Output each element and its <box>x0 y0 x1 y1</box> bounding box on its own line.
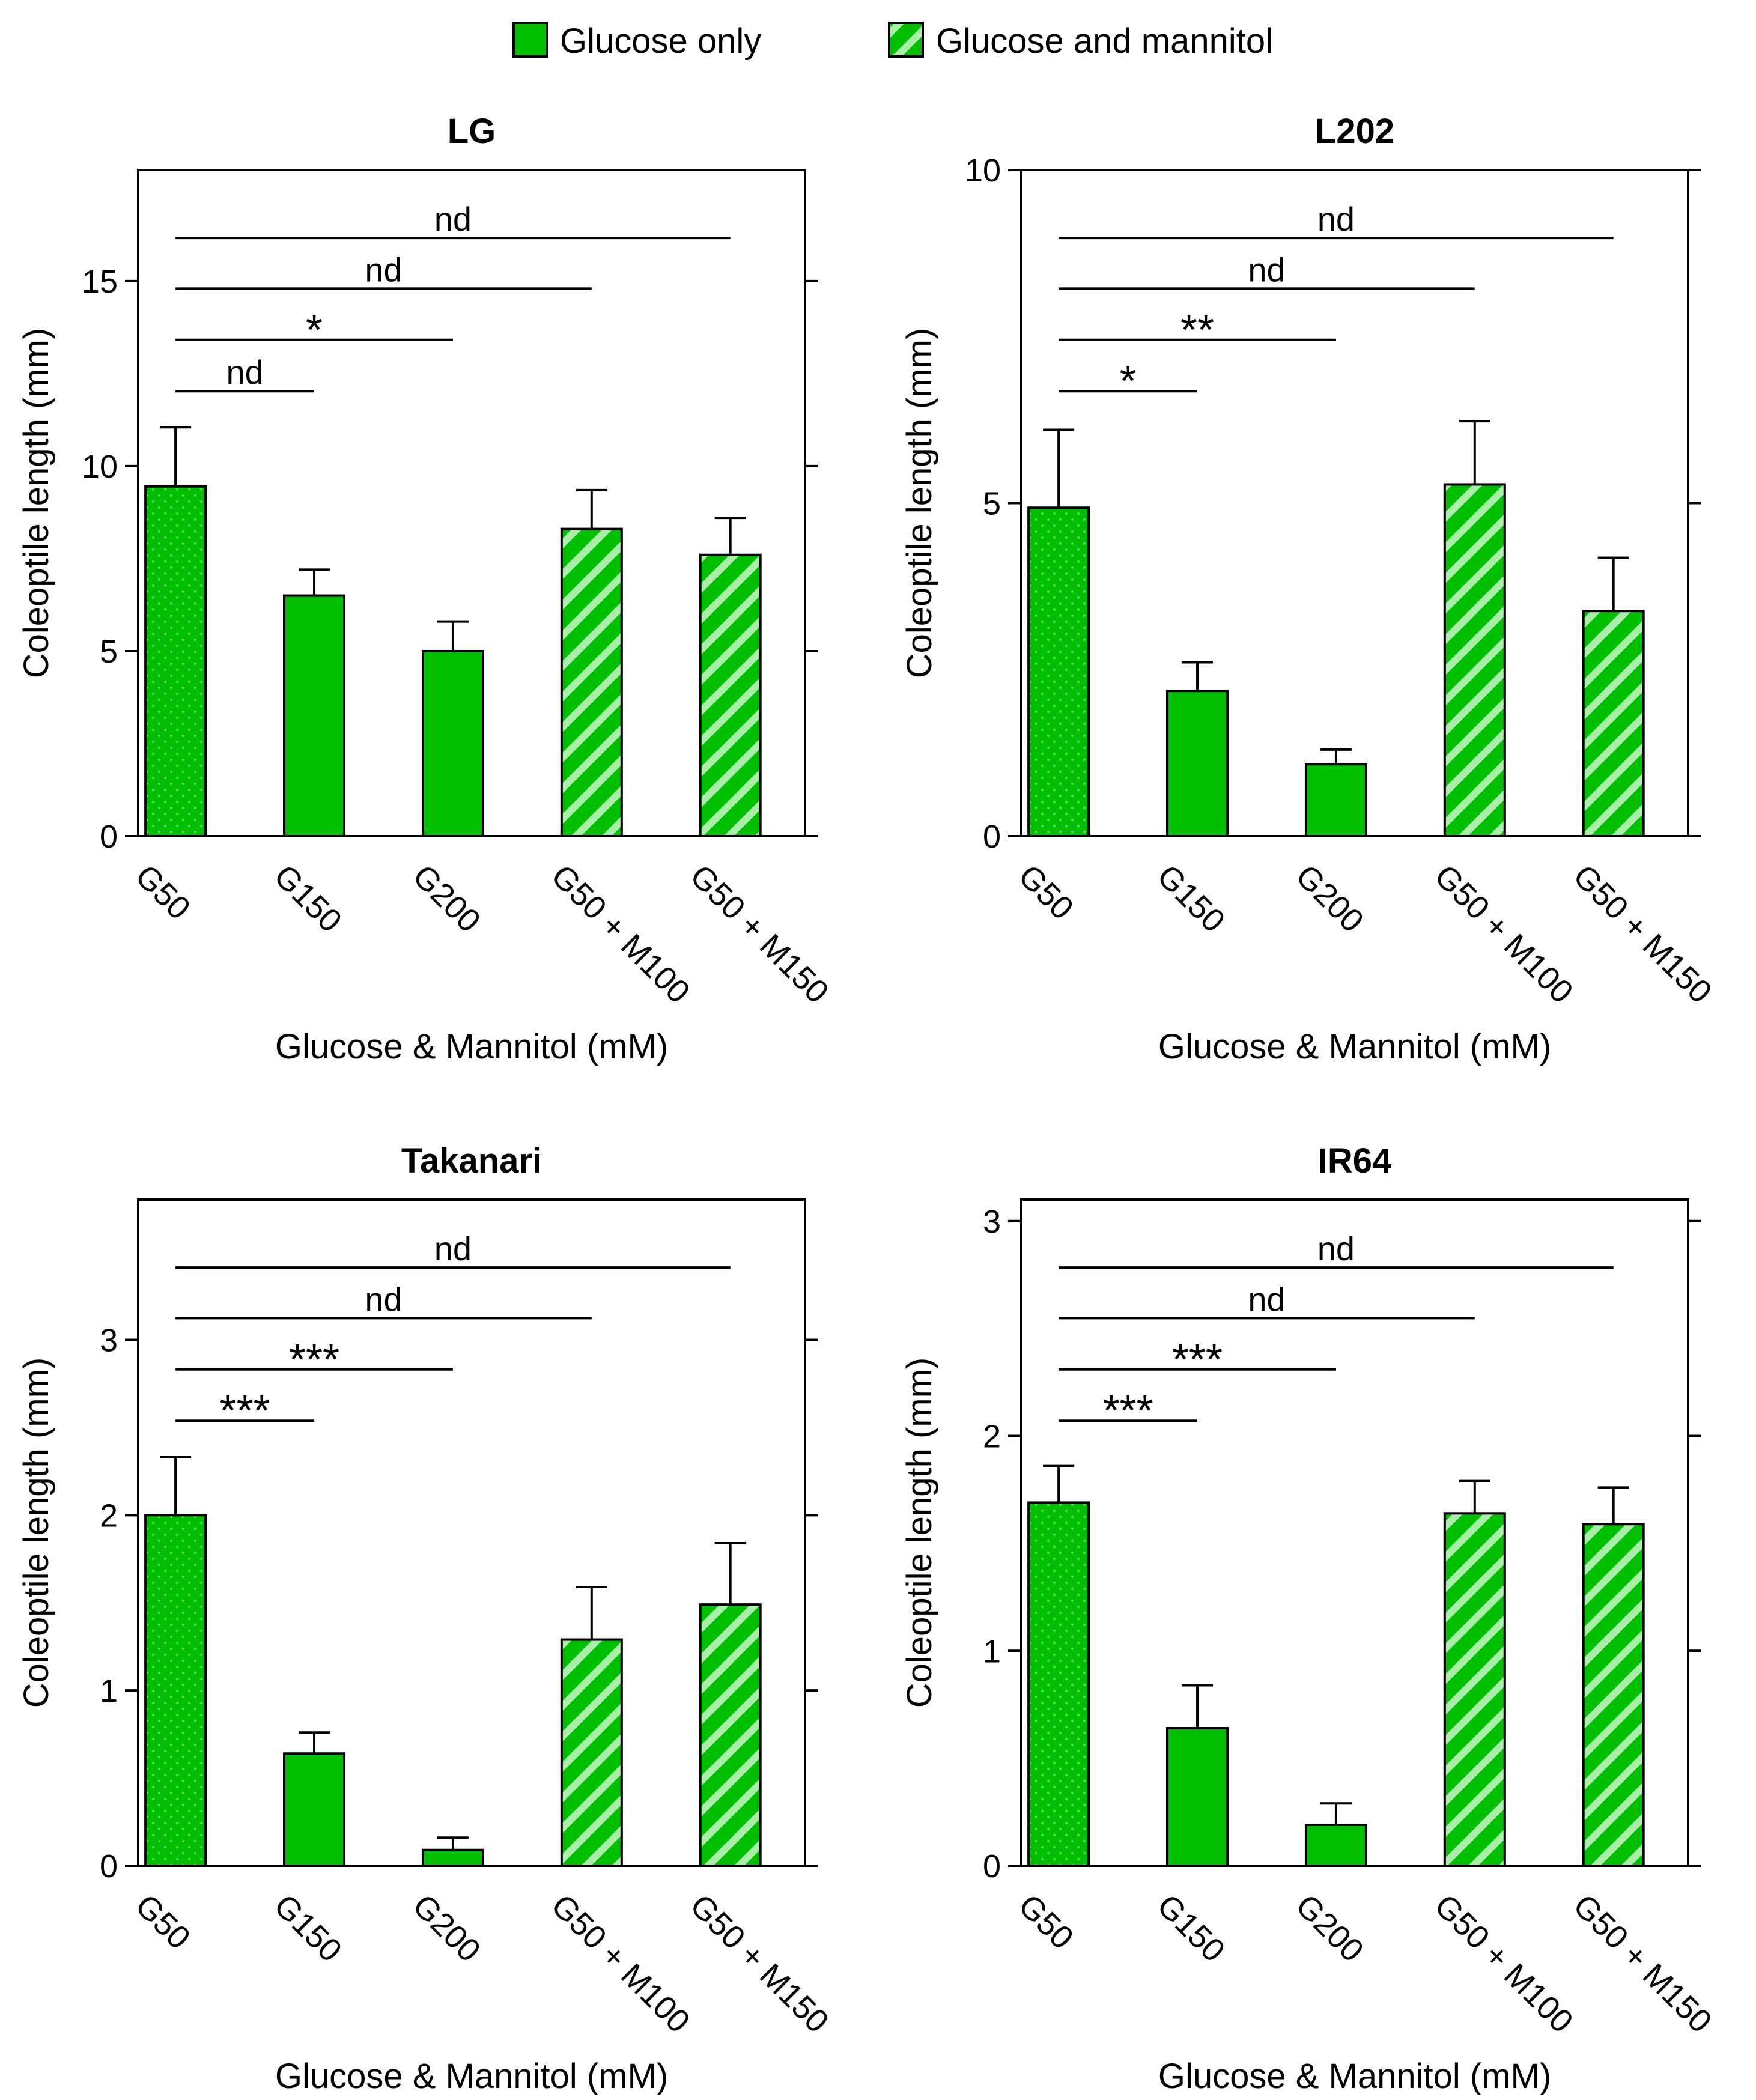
y-axis-label: Coleoptile length (mm) <box>900 1358 939 1708</box>
y-tick-label: 2 <box>100 1498 118 1534</box>
y-tick-label: 0 <box>983 819 1001 855</box>
y-tick-label: 0 <box>100 1848 118 1884</box>
x-tick-label: G50 <box>129 858 198 927</box>
bar <box>560 1638 623 1867</box>
bar <box>1027 506 1090 837</box>
significance-label: nd <box>1317 1230 1355 1267</box>
bar <box>144 485 207 837</box>
legend: Glucose only Glucose and mannitol <box>512 22 1273 61</box>
y-tick-label: 0 <box>983 1848 1001 1884</box>
chart-title: L202 <box>1315 112 1394 151</box>
y-tick-label: 2 <box>983 1419 1001 1455</box>
x-tick-label: G200 <box>406 858 487 939</box>
x-tick-label: G50 <box>1012 858 1081 927</box>
chart-panel-takanari: Takanari 0 1 2 3 Coleoptile length (mm) Glucos… <box>17 1141 836 2096</box>
significance-label: nd <box>434 200 472 238</box>
bar <box>1166 690 1229 838</box>
significance-label: * <box>306 306 323 354</box>
bar <box>699 1603 762 1867</box>
chart-panel-lg: LG 0 5 10 15 Coleoptile length (mm) Glucose & … <box>17 112 836 1066</box>
y-axis-label: Coleoptile length (mm) <box>17 1358 56 1708</box>
significance-label: *** <box>1103 1387 1153 1435</box>
bar <box>1582 610 1645 838</box>
bar <box>421 1848 484 1867</box>
significance-label: nd <box>434 1230 472 1267</box>
y-tick-label: 5 <box>100 634 118 670</box>
y-tick-label: 3 <box>983 1204 1001 1240</box>
legend-item-glucose-and-mannitol: Glucose and mannitol <box>888 22 1273 61</box>
x-tick-label: G50 <box>129 1887 198 1956</box>
x-tick-label: G50 + M100 <box>544 858 697 1010</box>
significance-label: nd <box>226 353 263 391</box>
x-tick-label: G50 <box>1012 1887 1081 1956</box>
bar <box>421 649 484 837</box>
y-axis-label: Coleoptile length (mm) <box>900 328 939 678</box>
y-tick-label: 10 <box>965 153 1001 189</box>
x-tick-label: G50 + M100 <box>1427 1887 1580 2040</box>
x-tick-label: G50 + M150 <box>1566 1887 1719 2040</box>
legend-swatch-solid <box>512 22 548 58</box>
y-tick-label: 1 <box>983 1633 1001 1669</box>
bar <box>1027 1501 1090 1867</box>
x-tick-label: G200 <box>1289 1887 1370 1969</box>
x-tick-label: G200 <box>1289 858 1370 939</box>
legend-label-glucose-only: Glucose only <box>560 22 761 61</box>
bar <box>283 1752 346 1867</box>
bar <box>283 594 346 837</box>
x-tick-label: G50 + M150 <box>683 858 836 1010</box>
significance-label: nd <box>365 1280 402 1318</box>
x-axis-label: Glucose & Mannitol (mM) <box>275 1027 668 1066</box>
bar <box>1443 1512 1506 1867</box>
significance-label: ** <box>1180 306 1214 354</box>
legend-swatch-stripe <box>888 22 924 58</box>
legend-label-glucose-and-mannitol: Glucose and mannitol <box>936 22 1273 61</box>
significance-label: *** <box>289 1336 339 1384</box>
bar <box>699 553 762 837</box>
x-tick-label: G50 + M150 <box>683 1887 836 2040</box>
y-tick-label: 3 <box>100 1322 118 1358</box>
chart-title: Takanari <box>401 1141 542 1180</box>
x-tick-label: G150 <box>1150 858 1232 939</box>
significance-label: nd <box>1317 200 1355 238</box>
x-tick-label: G150 <box>1150 1887 1232 1969</box>
x-tick-label: G50 + M100 <box>544 1887 697 2040</box>
significance-label: * <box>1120 357 1137 405</box>
chart-panel-l202: L202 0 5 10 Coleoptile length (mm) Glucose & … <box>900 112 1719 1066</box>
bar <box>560 527 623 838</box>
x-tick-label: G150 <box>267 858 349 939</box>
x-tick-label: G50 + M100 <box>1427 858 1580 1010</box>
y-axis-label: Coleoptile length (mm) <box>17 328 56 678</box>
y-tick-label: 0 <box>100 819 118 855</box>
significance-label: nd <box>365 250 402 288</box>
bar <box>1304 763 1367 838</box>
bar <box>1443 483 1506 837</box>
x-axis-label: Glucose & Mannitol (mM) <box>1158 1027 1551 1066</box>
bar <box>1304 1824 1367 1868</box>
y-tick-label: 5 <box>983 486 1001 522</box>
x-tick-label: G200 <box>406 1887 487 1969</box>
x-axis-label: Glucose & Mannitol (mM) <box>275 2057 668 2096</box>
bar <box>144 1514 207 1867</box>
x-tick-label: G150 <box>267 1887 349 1969</box>
significance-label: nd <box>1248 1280 1285 1318</box>
legend-item-glucose-only: Glucose only <box>512 22 761 61</box>
significance-label: *** <box>1172 1336 1223 1384</box>
x-axis-label: Glucose & Mannitol (mM) <box>1158 2057 1551 2096</box>
y-tick-label: 1 <box>100 1673 118 1709</box>
chart-title: LG <box>448 112 496 151</box>
y-tick-label: 15 <box>82 264 118 300</box>
chart-panel-ir64: IR64 0 1 2 3 Coleoptile length (mm) Glucose & … <box>900 1141 1719 2096</box>
significance-label: nd <box>1248 250 1285 288</box>
significance-label: *** <box>220 1387 270 1435</box>
chart-title: IR64 <box>1318 1141 1392 1180</box>
x-tick-label: G50 + M150 <box>1566 858 1719 1010</box>
bar <box>1166 1727 1229 1867</box>
y-tick-label: 10 <box>82 449 118 485</box>
bar <box>1582 1523 1645 1868</box>
